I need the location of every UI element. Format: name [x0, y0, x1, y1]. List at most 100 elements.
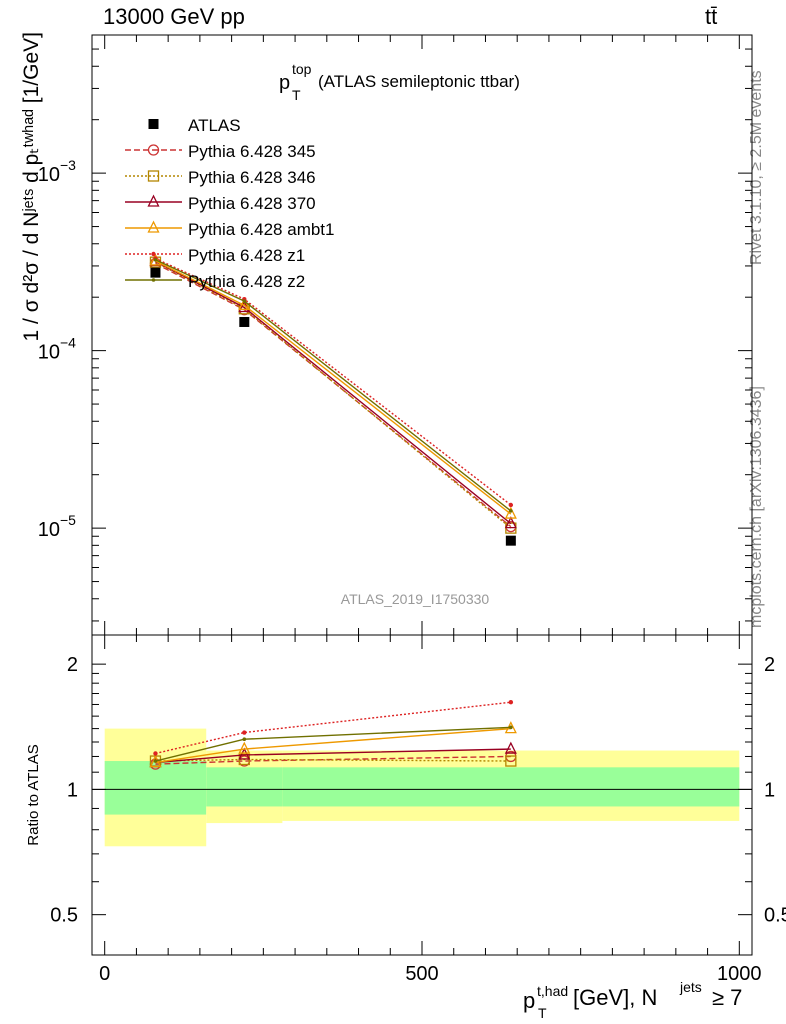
marker-star [151, 251, 156, 257]
marker-dot [153, 759, 158, 763]
marker-circle [147, 144, 160, 156]
marker-triangle [238, 741, 251, 754]
marker-dot [509, 725, 513, 730]
y-tick-label-exp: −3 [60, 157, 76, 173]
legend: ATLAS Pythia 6.428 345 Pythia 6.428 346 Pyt… [125, 116, 334, 291]
marker-triangle [504, 741, 517, 754]
marker-dot [242, 299, 247, 303]
plot-title-main: p [279, 72, 290, 94]
x-axis-label-sub: T [538, 1005, 547, 1021]
x-axis-label-sup2: jets [679, 979, 702, 995]
legend-entry-3: Pythia 6.428 370 [125, 194, 316, 213]
legend-label: Pythia 6.428 z1 [188, 246, 305, 265]
series-line [155, 261, 512, 529]
marker-dot [153, 257, 158, 262]
y-tick-label: 10 −3 [38, 157, 76, 186]
x-axis-label-rest: [GeV], N [573, 985, 657, 1010]
y-tick-label: 10 −5 [38, 512, 76, 541]
marker-dot [509, 509, 513, 513]
y-tick-label: 10 −4 [38, 335, 76, 364]
marker-star [508, 502, 514, 508]
x-tick-label: 1000 [717, 963, 762, 985]
ratio-tick-label-right: 1 [764, 779, 775, 801]
legend-label: Pythia 6.428 ambt1 [188, 220, 334, 239]
series-line [155, 260, 512, 525]
x-tick-label: 0 [99, 963, 110, 985]
marker-dot [151, 278, 156, 282]
legend-label: Pythia 6.428 370 [188, 194, 316, 213]
uncertainty-band-inner [206, 767, 283, 807]
marker-triangle [149, 253, 162, 266]
legend-entry-atlas: ATLAS [148, 116, 241, 135]
marker-square [505, 755, 517, 767]
marker-triangle [504, 516, 517, 529]
ratio-tick-label-right: 0.5 [764, 905, 786, 927]
ratio-tick-label: 2 [67, 654, 78, 676]
marker-square [147, 170, 160, 182]
marker-filled-square [505, 535, 516, 546]
x-axis-label: p t,had T [GeV], N jets ≥ 7 [523, 979, 742, 1021]
y-tick-label-exp: −5 [60, 512, 76, 528]
uncertainty-band-inner [104, 761, 207, 815]
x-tick-label: 500 [405, 963, 438, 985]
ratio-tick-label-right: 2 [764, 654, 775, 676]
series-line [155, 262, 512, 528]
marker-triangle [504, 506, 517, 519]
marker-filled-square [239, 316, 250, 327]
uncertainty-band-inner [282, 767, 740, 807]
marker-dot [242, 737, 247, 742]
marker-star [153, 751, 158, 756]
legend-entry-5: Pythia 6.428 z1 [125, 246, 305, 265]
plot-title-sup: top [292, 61, 312, 77]
series-1-main [149, 257, 517, 533]
ratio-y-axis-label: Ratio to ATLAS [25, 744, 42, 845]
ratio-line [155, 748, 511, 764]
x-axis-label-rest2: ≥ 7 [712, 985, 742, 1010]
y-axis-label: 1 / σ d²σ / d Nʲᵉᵗˢ d pₜᵗʷʰᵃᵈ [1/GeV] [20, 32, 43, 341]
marker-filled-square [150, 267, 161, 278]
series-2-main [149, 256, 517, 534]
legend-label: ATLAS [188, 116, 241, 135]
marker-star [242, 730, 247, 735]
series-6-main [153, 257, 513, 513]
series-line [155, 260, 512, 515]
marker-triangle [149, 755, 162, 768]
plot-title-rest: (ATLAS semileptonic ttbar) [318, 72, 520, 91]
series-6-ratio [153, 725, 513, 763]
ratio-line [155, 701, 511, 755]
marker-star [508, 700, 514, 705]
series-5-ratio [153, 700, 514, 756]
legend-label: Pythia 6.428 345 [188, 142, 316, 161]
ratio-line [155, 755, 511, 765]
series-line [155, 257, 512, 506]
legend-label: Pythia 6.428 346 [188, 168, 316, 187]
legend-entry-2: Pythia 6.428 346 [125, 168, 316, 187]
atlas-data-points [150, 267, 516, 546]
y-tick-label-exp: −4 [60, 335, 76, 351]
marker-triangle [147, 220, 160, 233]
marker-triangle [147, 194, 160, 207]
legend-entry-1: Pythia 6.428 345 [125, 142, 316, 161]
legend-entry-4: Pythia 6.428 ambt1 [125, 220, 334, 239]
energy-label: 13000 GeV pp [103, 4, 245, 29]
plot-title-sub: T [292, 87, 301, 103]
ratio-tick-label: 0.5 [50, 905, 78, 927]
series-line [155, 259, 512, 512]
x-axis-label-sup: t,had [537, 983, 568, 999]
y-tick-label-base: 10 [38, 164, 60, 186]
analysis-tag: ATLAS_2019_I1750330 [341, 591, 490, 607]
ratio-line [155, 727, 511, 764]
y-tick-label-base: 10 [38, 519, 60, 541]
y-tick-label-base: 10 [38, 342, 60, 364]
x-axis-label-base: p [523, 988, 535, 1013]
ratio-tick-label: 1 [67, 779, 78, 801]
marker-triangle [238, 297, 251, 310]
marker-filled-square [148, 119, 159, 129]
process-label: tt̄ [705, 4, 718, 29]
legend-label: Pythia 6.428 z2 [188, 272, 305, 291]
legend-entry-6: Pythia 6.428 z2 [125, 272, 305, 291]
series-4-main [149, 253, 517, 519]
marker-triangle [238, 747, 251, 760]
